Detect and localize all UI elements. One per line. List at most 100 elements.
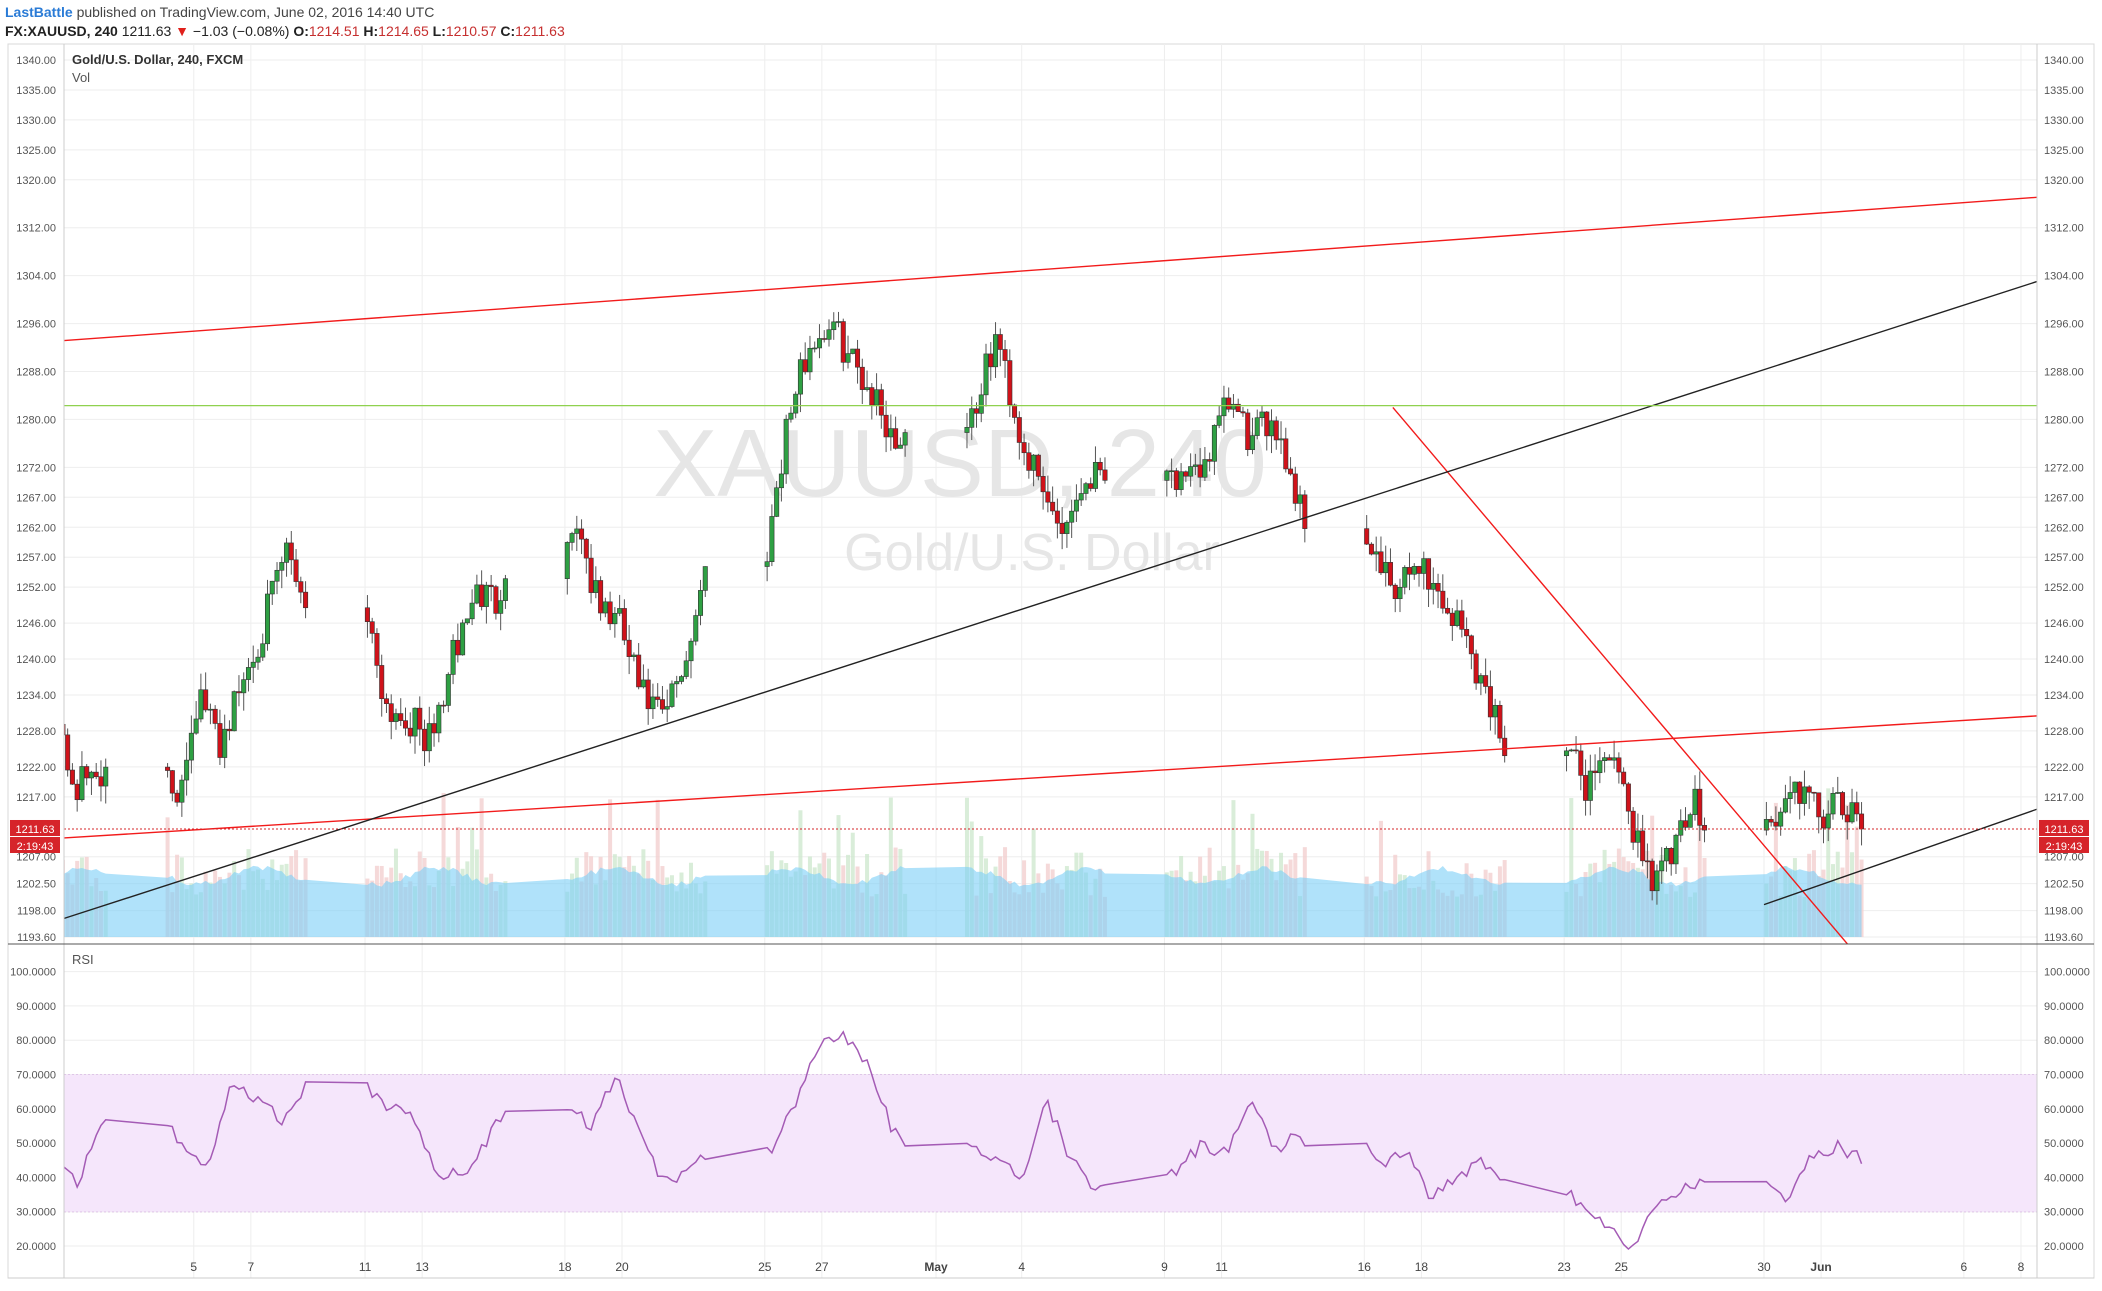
price-tick-left: 1228.00: [16, 726, 56, 738]
time-tick-label: 11: [359, 1260, 372, 1274]
watermark-name: Gold/U.S. Dollar: [844, 524, 1220, 582]
candle-body: [1192, 464, 1198, 467]
candle-body: [231, 691, 237, 732]
candle-body: [217, 723, 223, 758]
candle-body: [897, 444, 903, 449]
candle-body: [203, 689, 209, 711]
candle-body: [1640, 830, 1646, 862]
price-tick-left: 1217.00: [16, 792, 56, 804]
ohlc-line: FX:XAUUSD, 240 1211.63 ▼ −1.03 (−0.08%) …: [5, 23, 565, 39]
time-tick-label: 6: [1961, 1260, 1968, 1274]
volume-bar: [1826, 788, 1831, 937]
candle-body: [874, 389, 880, 406]
candle-body: [1654, 870, 1660, 892]
candle-body: [588, 557, 594, 593]
candle-body: [1054, 510, 1060, 524]
high-label: H:: [363, 23, 379, 39]
candle-body: [407, 727, 413, 737]
candle-body: [402, 720, 408, 729]
candle-body: [1587, 770, 1593, 801]
candle-body: [84, 766, 90, 779]
price-tick-left: 1240.00: [16, 654, 56, 666]
candle-body: [1411, 566, 1417, 575]
candle-body: [74, 783, 80, 801]
candle-body: [450, 639, 456, 675]
countdown-badge-text-right: 2:19:43: [2046, 841, 2083, 853]
price-tick-left: 1330.00: [16, 115, 56, 127]
candle-body: [869, 387, 875, 406]
candle-body: [398, 713, 404, 721]
price-tick-right: 1252.00: [2044, 582, 2084, 594]
candle-body: [188, 732, 194, 761]
candle-body: [364, 607, 370, 622]
rsi-tick-left: 50.0000: [16, 1138, 56, 1150]
volume-bar: [1378, 820, 1383, 937]
rsi-tick-left: 30.0000: [16, 1207, 56, 1219]
candle-body: [1787, 792, 1793, 799]
price-tick-right: 1240.00: [2044, 654, 2084, 666]
candle-body: [303, 591, 309, 609]
candle-body: [693, 615, 699, 642]
candle-body: [184, 759, 190, 781]
candle-body: [1402, 567, 1408, 588]
candle-body: [669, 683, 675, 707]
candle-body: [702, 566, 708, 591]
candle-body: [1806, 786, 1812, 793]
time-tick-label: Jun: [1810, 1260, 1831, 1274]
candle-body: [1663, 848, 1669, 862]
candle-body: [816, 338, 822, 349]
candle-body: [893, 428, 899, 449]
candle-body: [412, 707, 418, 737]
candle-body: [98, 776, 104, 787]
time-tick-label: 11: [1215, 1260, 1228, 1274]
published-text: published on TradingView.com, June 02, 2…: [76, 4, 435, 20]
high-value: 1214.65: [378, 23, 429, 39]
price-tick-left: 1252.00: [16, 582, 56, 594]
candle-body: [222, 728, 228, 758]
candle-body: [1763, 819, 1769, 831]
candle-body: [1459, 610, 1465, 630]
candle-body: [1844, 814, 1850, 823]
down-arrow-icon: ▼: [175, 23, 190, 39]
trendlines-layer: [64, 196, 2037, 944]
candle-body: [1378, 551, 1384, 574]
candle-body: [379, 665, 385, 700]
candle-body: [826, 329, 832, 340]
time-tick-label: 27: [815, 1260, 829, 1274]
candle-body: [1854, 802, 1860, 815]
candle-body: [88, 771, 94, 779]
volume-bar: [479, 798, 484, 937]
candle-body: [441, 704, 447, 707]
candle-body: [1216, 415, 1222, 426]
author-link[interactable]: LastBattle: [5, 4, 73, 20]
publish-line: LastBattle published on TradingView.com,…: [5, 4, 434, 20]
rsi-band: [64, 1074, 2037, 1212]
candle-body: [569, 533, 575, 543]
support-trendline: [1763, 808, 2037, 906]
time-tick-label: 18: [558, 1260, 572, 1274]
candle-body: [1692, 788, 1698, 815]
candle-body: [1649, 860, 1655, 892]
candle-body: [1682, 820, 1688, 828]
rsi-line: [64, 1030, 1863, 1251]
candle-body: [1673, 834, 1679, 865]
candle-body: [1040, 476, 1046, 493]
symbol-label: FX:XAUUSD, 240: [5, 23, 118, 39]
rsi-tick-right: 60.0000: [2044, 1104, 2084, 1116]
candle-body: [426, 723, 432, 752]
candle-body: [103, 766, 109, 787]
candle-body: [964, 427, 970, 433]
candle-body: [1069, 510, 1075, 523]
rsi-layer: [64, 1030, 1863, 1251]
volume-bar: [888, 797, 893, 937]
candle-body: [498, 600, 504, 614]
rsi-tick-right: 80.0000: [2044, 1035, 2084, 1047]
candle-body: [1816, 792, 1822, 818]
price-tick-left: 1222.00: [16, 762, 56, 774]
chart-area[interactable]: XAUUSD, 240 Gold/U.S. Dollar 1340.00 1340…: [0, 42, 2102, 1291]
candle-body: [212, 708, 218, 724]
rsi-tick-left: 60.0000: [16, 1104, 56, 1116]
candle-body: [93, 771, 99, 778]
candle-body: [850, 348, 856, 354]
candle-body: [1583, 775, 1589, 801]
